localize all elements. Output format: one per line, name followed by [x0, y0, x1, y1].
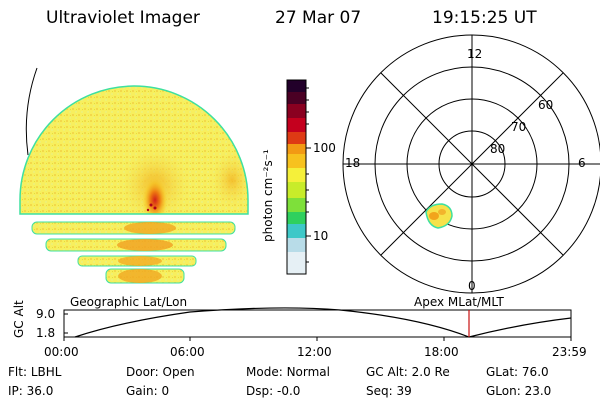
uv-image [19, 67, 249, 284]
status-gain: Gain: 0 [126, 384, 170, 398]
timeline-xtick-1200: 12:00 [297, 345, 332, 359]
status-glon: GLon: 23.0 [486, 384, 552, 398]
status-seq: Seq: 39 [366, 384, 412, 398]
time-label: 19:15:25 UT [432, 8, 537, 28]
polar-plot-label: Apex MLat/MLT [414, 295, 504, 309]
mlt-label-18: 18 [345, 156, 361, 170]
colorbar [286, 79, 311, 275]
status-ip: IP: 36.0 [8, 384, 54, 398]
image-panel-label: Geographic Lat/Lon [70, 295, 188, 309]
colorbar-tick-10: 10 [313, 229, 329, 243]
altitude-timeline [63, 307, 572, 341]
status-gc-alt: GC Alt: 2.0 Re [366, 365, 450, 379]
colorbar-tick-100: 100 [313, 141, 336, 155]
colorbar-label: photon cm⁻²s⁻¹ [261, 149, 275, 242]
lat-label-60: 60 [538, 98, 554, 112]
status-mode: Mode: Normal [246, 365, 330, 379]
status-glat: GLat: 76.0 [486, 365, 549, 379]
status-dsp: Dsp: -0.0 [246, 384, 301, 398]
date-label: 27 Mar 07 [275, 8, 362, 28]
instrument-title: Ultraviolet Imager [46, 8, 200, 28]
status-door: Door: Open [126, 365, 195, 379]
polar-plot [342, 34, 600, 294]
timeline-xtick-0000: 00:00 [44, 345, 79, 359]
timeline-ytick-bottom: 1.8 [36, 326, 56, 340]
timeline-ylabel: GC Alt [12, 300, 26, 338]
timeline-xtick-0600: 06:00 [170, 345, 205, 359]
timeline-xtick-1800: 18:00 [424, 345, 459, 359]
lat-label-70: 70 [511, 120, 527, 134]
mlt-label-6: 6 [578, 156, 586, 170]
aurora-patch [425, 203, 453, 229]
mlt-label-0: 0 [468, 279, 476, 293]
status-flt: Flt: LBHL [8, 365, 62, 379]
timeline-ytick-top: 9.0 [36, 307, 56, 321]
timeline-xtick-2359: 23:59 [552, 345, 587, 359]
lat-label-80: 80 [490, 142, 506, 156]
mlt-label-12: 12 [467, 47, 483, 61]
